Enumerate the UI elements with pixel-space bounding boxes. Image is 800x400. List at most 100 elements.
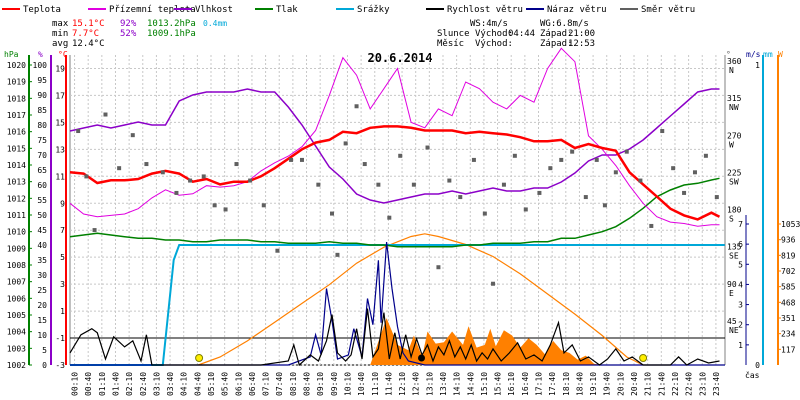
time-tick-label: 09:10 (316, 372, 325, 396)
legend: Teplota Přízemní teplota Vlhkost Tlak Sr… (2, 5, 695, 15)
wind-direction-point (471, 157, 476, 162)
wind-direction-point (174, 190, 179, 195)
wind-direction-point (425, 145, 430, 150)
time-tick-label: 05:40 (221, 372, 230, 396)
time-tick-label: 01:10 (98, 372, 107, 396)
wind-direction-point (594, 157, 599, 162)
wind-direction-point (376, 182, 381, 187)
wind-direction-point (84, 174, 89, 179)
temperature-tick-label: 17 (55, 91, 65, 100)
humidity-tick-label: 65 (37, 166, 47, 175)
direction-tick-label: N (729, 66, 734, 75)
temperature-tick-label: 1 (60, 307, 65, 316)
stats-max-temp: 15.1°C (72, 19, 105, 29)
wind-direction-point (671, 166, 676, 171)
temperature-tick-label: 5 (60, 253, 65, 262)
rain-tick-label: 1 (755, 61, 760, 70)
time-tick-label: 18:40 (575, 372, 584, 396)
wind-direction-point (117, 166, 122, 171)
wind-direction-point (299, 157, 304, 162)
time-tick-label: 22:10 (671, 372, 680, 396)
sun-marker (639, 354, 648, 362)
wind-direction-point (436, 265, 441, 270)
pressure-tick-label: 1005 (7, 311, 26, 320)
time-tick-label: 02:10 (125, 372, 134, 396)
legend-label-wind-speed: Rychlost větru (447, 5, 523, 15)
grid-layer (70, 55, 725, 366)
pressure-tick-label: 1016 (7, 128, 26, 137)
humidity-tick-label: 25 (37, 286, 47, 295)
temperature-tick-label: 7 (60, 226, 65, 235)
humidity-tick-label: 85 (37, 106, 47, 115)
moon-marker (418, 354, 426, 362)
wind-direction-point (362, 162, 367, 167)
direction-tick-label: 270 (727, 131, 742, 140)
humidity-tick-label: 0 (42, 361, 47, 370)
stats-min-pressure: 1009.1hPa (147, 29, 196, 39)
pressure-tick-label: 1004 (7, 328, 26, 337)
temperature-tick-label: 15 (55, 118, 65, 127)
time-tick-label: 04:10 (180, 372, 189, 396)
wind-direction-point (523, 207, 528, 212)
time-axis-label: čas (745, 370, 760, 380)
wind-direction-point (354, 104, 359, 109)
time-tick-label: 03:40 (166, 372, 175, 396)
humidity-tick-label: 45 (37, 226, 47, 235)
rain-axis-unit: mm (763, 50, 773, 59)
temperature-tick-label: 13 (55, 145, 65, 154)
wind-direction-point (411, 182, 416, 187)
wind-direction-point (76, 129, 81, 134)
time-tick-label: 17:10 (535, 372, 544, 396)
time-tick-label: 12:10 (398, 372, 407, 396)
time-tick-label: 20:40 (630, 372, 639, 396)
pressure-tick-label: 1011 (7, 211, 26, 220)
time-tick-label: 02:40 (139, 372, 148, 396)
time-tick-label: 10:40 (357, 372, 366, 396)
time-tick-label: 16:10 (507, 372, 516, 396)
time-tick-label: 01:40 (111, 372, 120, 396)
pressure-tick-label: 1003 (7, 344, 26, 353)
time-tick-label: 13:10 (425, 372, 434, 396)
wind-tick-label: 7 (738, 220, 743, 229)
legend-label-ground-temperature: Přízemní teplota (109, 5, 196, 15)
humidity-tick-label: 20 (37, 301, 47, 310)
stats-sunset: 21:00 (568, 29, 595, 39)
wind-direction-point (613, 170, 618, 175)
humidity-tick-label: 55 (37, 196, 47, 205)
pressure-tick-label: 1012 (7, 194, 26, 203)
humidity-axis-unit: % (38, 50, 43, 59)
solar-tick-label: 117 (781, 345, 796, 354)
time-tick-label: 20:10 (616, 372, 625, 396)
legend-label-wind-direction: Směr větru (641, 5, 695, 15)
wind-direction-point (458, 195, 463, 200)
stats-max-pressure: 1013.2hPa (147, 19, 196, 29)
time-tick-label: 19:10 (589, 372, 598, 396)
direction-tick-label: 315 (727, 94, 742, 103)
wind-direction-point (537, 190, 542, 195)
pressure-series-line (69, 177, 720, 248)
solar-tick-label: 468 (781, 298, 796, 307)
humidity-tick-label: 10 (37, 331, 47, 340)
wind-direction-point (692, 170, 697, 175)
wind-direction-point (398, 153, 403, 158)
rain-tick-label: 0 (755, 361, 760, 370)
wind-direction-point (289, 157, 294, 162)
time-tick-label: 13:40 (439, 372, 448, 396)
temperature-tick-label: 3 (60, 280, 65, 289)
wind-direction-point (223, 207, 228, 212)
wind-direction-point (275, 248, 280, 253)
time-tick-label: 23:10 (698, 372, 707, 396)
pressure-tick-label: 1002 (7, 361, 26, 370)
stats-avg-label: avg (52, 39, 68, 49)
humidity-tick-label: 75 (37, 136, 47, 145)
stats-wind-speed: WS:4m/s (470, 19, 508, 29)
legend-label-wind-gust: Náraz větru (547, 5, 607, 15)
legend-label-humidity: Vlhkost (195, 5, 233, 15)
ground-temperature-series-line (69, 47, 720, 227)
pressure-tick-label: 1019 (7, 78, 26, 87)
wind-direction-point (330, 211, 334, 216)
wind-direction-point (491, 281, 496, 286)
stats-sunrise: 04:44 (508, 29, 535, 39)
stats-max-label: max (52, 19, 69, 29)
